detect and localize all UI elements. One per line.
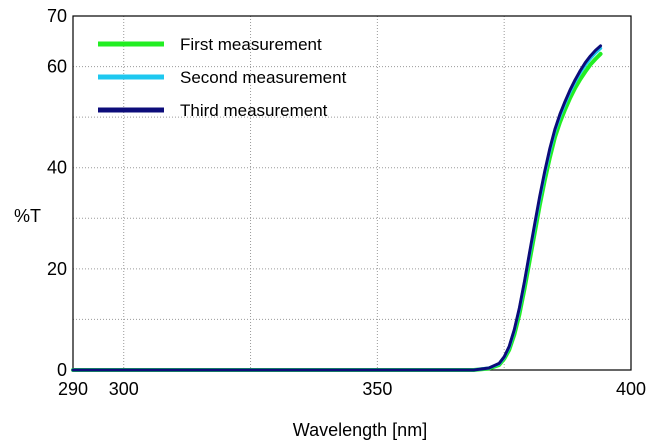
grid bbox=[73, 16, 631, 370]
y-tick-label: 20 bbox=[47, 259, 67, 279]
legend-label: First measurement bbox=[180, 35, 322, 54]
x-axis-ticks: 290 300 350 400 bbox=[58, 379, 646, 399]
series-line-3 bbox=[71, 44, 603, 372]
y-tick-label: 60 bbox=[47, 57, 67, 77]
series-lines bbox=[71, 44, 603, 372]
x-tick-label: 290 bbox=[58, 379, 88, 399]
y-tick-label: 0 bbox=[57, 360, 67, 380]
y-tick-label: 40 bbox=[47, 158, 67, 178]
legend-label: Second measurement bbox=[180, 68, 347, 87]
plot-frame bbox=[72, 15, 632, 371]
legend-label: Third measurement bbox=[180, 101, 328, 120]
y-axis-label: %T bbox=[14, 206, 41, 226]
x-axis-label: Wavelength [nm] bbox=[293, 420, 427, 440]
x-tick-label: 350 bbox=[362, 379, 392, 399]
x-tick-label: 400 bbox=[616, 379, 646, 399]
y-tick-label: 70 bbox=[47, 6, 67, 26]
legend: First measurement Second measurement Third… bbox=[98, 35, 347, 120]
series-line-2 bbox=[71, 46, 603, 372]
series-line-1 bbox=[71, 51, 603, 372]
x-tick-label: 300 bbox=[109, 379, 139, 399]
y-axis-ticks: 0 20 40 60 70 bbox=[47, 6, 67, 380]
